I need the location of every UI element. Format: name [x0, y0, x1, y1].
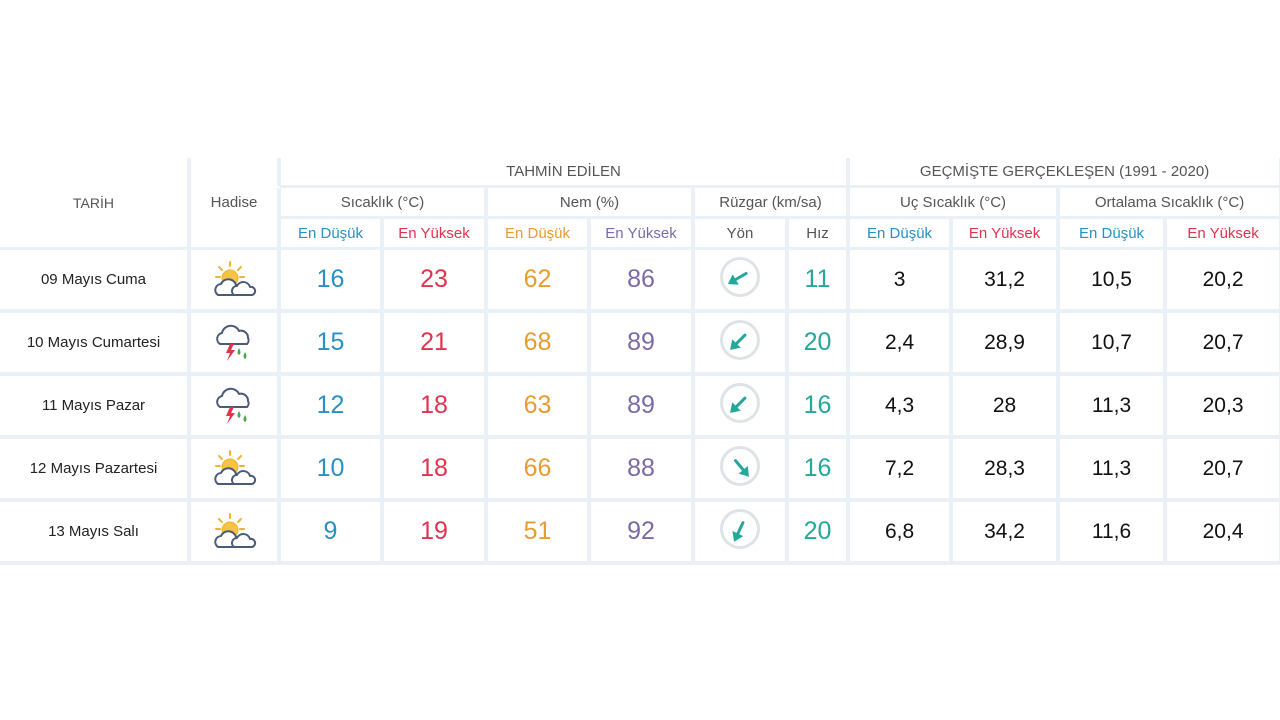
hadise-column-header: Hadise [191, 188, 281, 250]
wind-direction-cell [695, 502, 789, 565]
humidity-high-cell: 89 [591, 376, 695, 439]
wind-direction-arrow-icon [720, 446, 760, 486]
forecast-table-container: TARİH TAHMİN EDİLEN GEÇMİŞTE GERÇEKLEŞEN… [0, 158, 1280, 565]
wind-speed-cell: 20 [789, 502, 851, 565]
temp-low-header: En Düşük [281, 219, 384, 250]
forecast-group-header: TAHMİN EDİLEN [281, 158, 851, 188]
weather-icon-cell [191, 439, 281, 502]
weather-icon-cell [191, 313, 281, 376]
wind-direction-cell [695, 250, 789, 313]
table-row: 12 Mayıs Pazartesi 10 18 66 88 16 7,2 28,3 11,3 2… [0, 439, 1280, 502]
humidity-high-cell: 86 [591, 250, 695, 313]
wind-speed-cell: 16 [789, 376, 851, 439]
table-row: 09 Mayıs Cuma 16 23 62 86 11 3 31,2 10,5 20,2 [0, 250, 1280, 313]
average-high-header: En Yüksek [1167, 219, 1280, 250]
humidity-low-header: En Düşük [488, 219, 591, 250]
temp-low-cell: 15 [281, 313, 384, 376]
hadise-header-spacer [191, 158, 281, 188]
temp-low-cell: 9 [281, 502, 384, 565]
extreme-high-cell: 28,9 [953, 313, 1061, 376]
wind-header: Rüzgar (km/sa) [695, 188, 851, 219]
extreme-low-cell: 2,4 [850, 313, 954, 376]
average-high-cell: 20,2 [1167, 250, 1280, 313]
average-high-cell: 20,7 [1167, 313, 1280, 376]
date-cell: 11 Mayıs Pazar [0, 376, 191, 439]
wind-direction-arrow-icon [720, 509, 760, 549]
average-low-cell: 11,3 [1060, 376, 1168, 439]
extreme-high-cell: 34,2 [953, 502, 1061, 565]
extreme-low-header: En Düşük [850, 219, 954, 250]
average-high-cell: 20,3 [1167, 376, 1280, 439]
date-cell: 13 Mayıs Salı [0, 502, 191, 565]
wind-direction-header: Yön [695, 219, 789, 250]
date-cell: 09 Mayıs Cuma [0, 250, 191, 313]
humidity-low-cell: 63 [488, 376, 591, 439]
temp-high-cell: 23 [384, 250, 488, 313]
temp-low-cell: 10 [281, 439, 384, 502]
average-high-cell: 20,4 [1167, 502, 1280, 565]
wind-speed-header: Hız [789, 219, 851, 250]
date-cell: 12 Mayıs Pazartesi [0, 439, 191, 502]
temp-high-cell: 19 [384, 502, 488, 565]
wind-direction-arrow-icon [720, 320, 760, 360]
humidity-high-cell: 88 [591, 439, 695, 502]
table-row: 11 Mayıs Pazar 12 18 63 89 16 4,3 28 11,3 20,3 [0, 376, 1280, 439]
temp-low-cell: 16 [281, 250, 384, 313]
wind-direction-cell [695, 439, 789, 502]
temp-low-cell: 12 [281, 376, 384, 439]
partly-cloudy-icon [191, 260, 277, 300]
temperature-header: Sıcaklık (°C) [281, 188, 488, 219]
extreme-high-cell: 28,3 [953, 439, 1061, 502]
date-column-header: TARİH [0, 158, 191, 250]
temp-high-cell: 21 [384, 313, 488, 376]
humidity-low-cell: 62 [488, 250, 591, 313]
wind-speed-cell: 11 [789, 250, 851, 313]
extreme-low-cell: 7,2 [850, 439, 954, 502]
extreme-low-cell: 3 [850, 250, 954, 313]
extreme-low-cell: 4,3 [850, 376, 954, 439]
weather-icon-cell [191, 502, 281, 565]
extreme-high-header: En Yüksek [953, 219, 1061, 250]
average-low-cell: 11,3 [1060, 439, 1168, 502]
temp-high-cell: 18 [384, 439, 488, 502]
wind-speed-cell: 16 [789, 439, 851, 502]
thunderstorm-rain-icon [191, 322, 277, 364]
wind-direction-cell [695, 376, 789, 439]
humidity-header: Nem (%) [488, 188, 695, 219]
humidity-high-header: En Yüksek [591, 219, 695, 250]
historical-group-header: GEÇMİŞTE GERÇEKLEŞEN (1991 - 2020) [850, 158, 1280, 188]
table-row: 13 Mayıs Salı 9 19 51 92 20 6,8 34,2 11,6 20,4 [0, 502, 1280, 565]
extreme-temperature-header: Uç Sıcaklık (°C) [850, 188, 1061, 219]
humidity-low-cell: 51 [488, 502, 591, 565]
temp-high-cell: 18 [384, 376, 488, 439]
average-temperature-header: Ortalama Sıcaklık (°C) [1060, 188, 1280, 219]
average-low-cell: 10,7 [1060, 313, 1168, 376]
humidity-low-cell: 68 [488, 313, 591, 376]
average-low-cell: 11,6 [1060, 502, 1168, 565]
average-low-cell: 10,5 [1060, 250, 1168, 313]
extreme-high-cell: 28 [953, 376, 1061, 439]
thunderstorm-rain-icon [191, 385, 277, 427]
wind-direction-arrow-icon [720, 257, 760, 297]
extreme-low-cell: 6,8 [850, 502, 954, 565]
average-low-header: En Düşük [1060, 219, 1168, 250]
humidity-high-cell: 92 [591, 502, 695, 565]
humidity-low-cell: 66 [488, 439, 591, 502]
wind-direction-arrow-icon [720, 383, 760, 423]
partly-cloudy-icon [191, 449, 277, 489]
weather-icon-cell [191, 376, 281, 439]
wind-speed-cell: 20 [789, 313, 851, 376]
humidity-high-cell: 89 [591, 313, 695, 376]
forecast-table: TARİH TAHMİN EDİLEN GEÇMİŞTE GERÇEKLEŞEN… [0, 158, 1280, 565]
wind-direction-cell [695, 313, 789, 376]
extreme-high-cell: 31,2 [953, 250, 1061, 313]
partly-cloudy-icon [191, 512, 277, 552]
date-cell: 10 Mayıs Cumartesi [0, 313, 191, 376]
table-row: 10 Mayıs Cumartesi 15 21 68 89 20 2,4 28,9 10,7 2… [0, 313, 1280, 376]
forecast-rows: 09 Mayıs Cuma 16 23 62 86 11 3 31,2 10,5 20,2 10 M… [0, 250, 1280, 565]
temp-high-header: En Yüksek [384, 219, 488, 250]
weather-icon-cell [191, 250, 281, 313]
average-high-cell: 20,7 [1167, 439, 1280, 502]
